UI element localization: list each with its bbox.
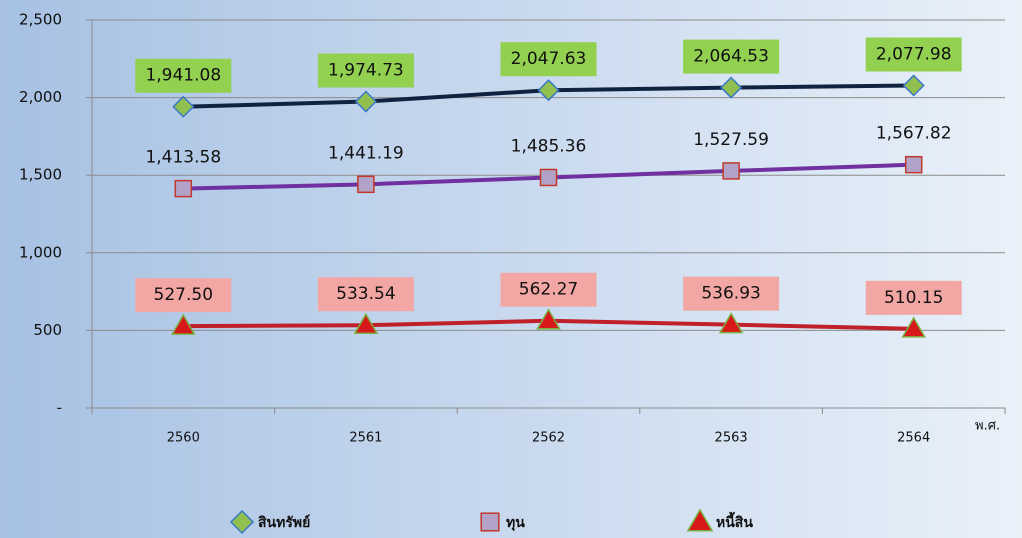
data-label: 536.93	[701, 284, 760, 304]
data-label: 533.54	[336, 284, 395, 304]
data-label: 2,047.63	[511, 49, 587, 69]
data-label: 527.50	[154, 285, 213, 305]
data-point	[720, 76, 743, 99]
legend-label: ทุน	[506, 515, 525, 531]
data-label-box	[135, 58, 232, 93]
data-point	[174, 179, 193, 198]
y-tick-label: 2,000	[19, 88, 62, 106]
data-label: 1,485.36	[511, 136, 587, 156]
y-tick-label: -	[57, 399, 62, 417]
x-tick-label: 2560	[167, 431, 200, 446]
data-point	[904, 155, 923, 174]
data-label: 1,941.08	[145, 66, 221, 86]
data-point	[902, 74, 925, 97]
legend-marker	[229, 509, 255, 535]
legend-label: หนี้สิน	[716, 511, 753, 531]
y-tick-label: 1,000	[19, 243, 62, 261]
data-label-box	[865, 280, 962, 315]
x-tick-label: 2562	[532, 431, 565, 446]
data-label-box	[683, 276, 780, 311]
data-label-box	[317, 53, 414, 88]
data-point	[901, 316, 927, 338]
data-label-box	[865, 37, 962, 72]
data-point	[353, 312, 379, 334]
data-label-box	[317, 277, 414, 312]
data-point	[718, 312, 744, 334]
data-label: 1,441.19	[328, 143, 404, 163]
legend-marker	[480, 512, 500, 532]
data-label-box	[683, 39, 780, 74]
data-point	[170, 313, 196, 335]
data-label: 2,064.53	[693, 47, 769, 67]
y-tick-label: 1,500	[19, 166, 62, 184]
data-label-box	[135, 278, 232, 313]
data-label-box	[500, 42, 597, 77]
data-point	[357, 175, 375, 194]
legend-marker	[686, 508, 714, 532]
y-tick-label: 500	[33, 321, 62, 339]
data-label: 1,974.73	[328, 61, 404, 81]
data-label-box	[500, 272, 597, 307]
x-tick-label: 2563	[715, 431, 748, 446]
data-label: 1,527.59	[693, 130, 769, 150]
data-point	[354, 90, 377, 113]
data-label: 1,567.82	[876, 124, 952, 144]
data-point	[536, 308, 561, 330]
data-point	[539, 168, 558, 187]
data-point	[537, 79, 560, 102]
x-tick-label: 2564	[897, 431, 930, 446]
data-point	[722, 162, 740, 180]
data-label: 2,077.98	[876, 44, 952, 64]
x-axis-label: พ.ศ.	[975, 419, 1000, 434]
data-point	[172, 95, 195, 118]
data-label: 562.27	[519, 280, 578, 300]
legend-label: สินทรัพย์	[258, 514, 311, 531]
data-label: 510.15	[884, 288, 943, 308]
x-tick-label: 2561	[349, 431, 382, 446]
y-tick-label: 2,500	[19, 11, 62, 29]
data-label: 1,413.58	[145, 148, 221, 168]
